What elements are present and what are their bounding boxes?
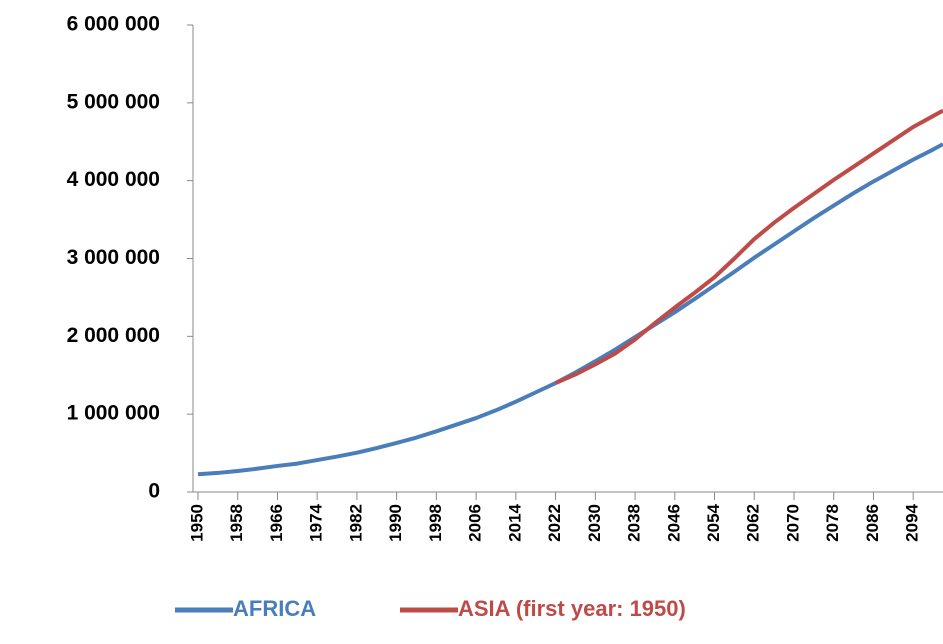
y-tick-label: 0 [148, 480, 160, 503]
x-tick-label: 2062 [744, 504, 763, 542]
series-line [197, 142, 943, 477]
x-tick-label: 2078 [823, 504, 842, 542]
x-tick-label: 2046 [664, 504, 683, 542]
series-line [554, 108, 943, 385]
y-tick-label: 1 000 000 [67, 402, 160, 425]
y-tick-label: 4 000 000 [67, 168, 160, 191]
legend-label: ASIA (first year: 1950) [458, 596, 686, 621]
x-tick-label: 1966 [267, 504, 286, 542]
x-tick-label: 2054 [704, 503, 723, 541]
y-tick-label: 2 000 000 [67, 324, 160, 347]
x-tick-label: 1950 [187, 504, 206, 542]
x-tick-label: 2022 [545, 504, 564, 542]
x-tick-label: 1998 [426, 504, 445, 542]
x-tick-label: 2006 [466, 504, 485, 542]
x-tick-label: 1982 [346, 504, 365, 542]
y-tick-label: 6 000 000 [67, 13, 160, 36]
x-tick-label: 2070 [783, 504, 802, 542]
legend-label: AFRICA [233, 596, 316, 621]
x-tick-label: 2086 [863, 504, 882, 542]
x-tick-label: 2014 [505, 503, 524, 541]
x-tick-label: 1974 [307, 503, 326, 541]
x-tick-label: 1990 [386, 504, 405, 542]
x-tick-label: 2030 [585, 504, 604, 542]
x-tick-label: 1958 [227, 504, 246, 542]
y-tick-label: 3 000 000 [67, 246, 160, 269]
x-tick-label: 2094 [903, 503, 922, 541]
x-tick-label: 2038 [625, 504, 644, 542]
y-tick-label: 5 000 000 [67, 90, 160, 113]
